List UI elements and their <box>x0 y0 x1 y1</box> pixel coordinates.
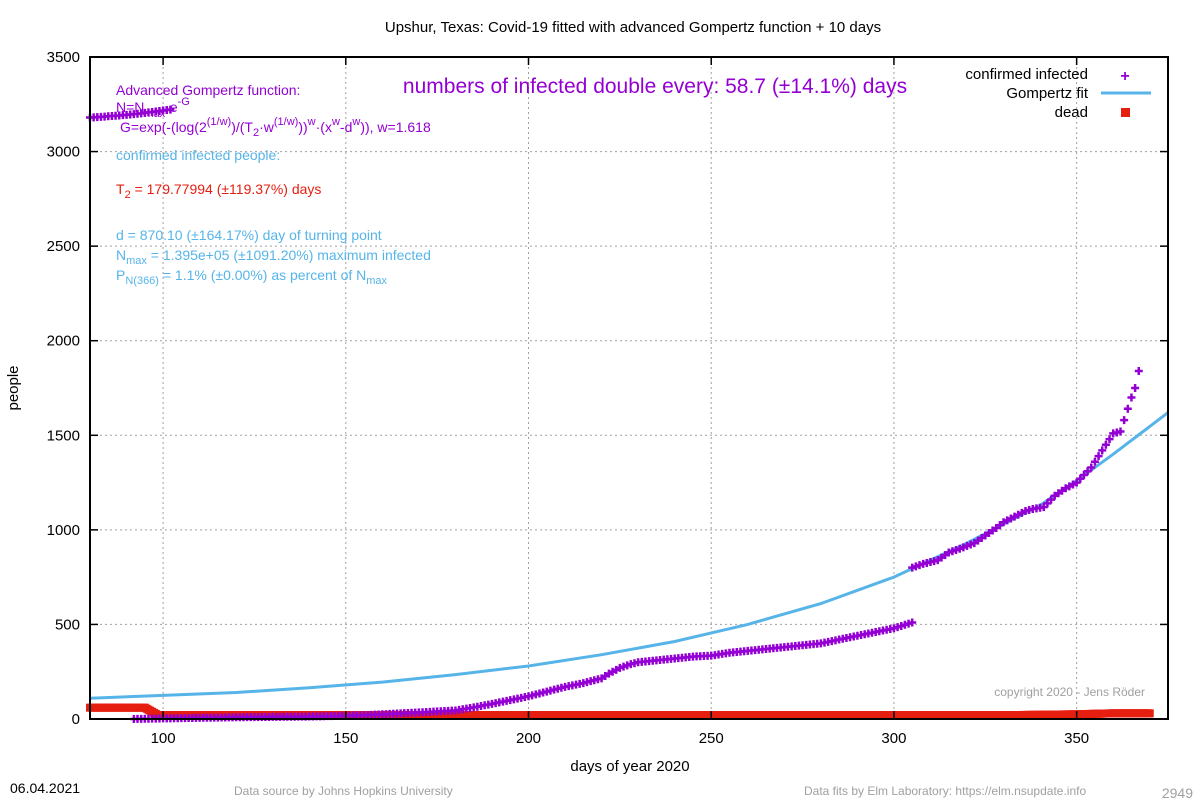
g-eq-sup4: w <box>331 116 340 128</box>
t2-a: T <box>116 181 125 197</box>
g-eq-sup5: w <box>351 116 360 128</box>
footer-date: 06.04.2021 <box>10 780 80 796</box>
n-eq-a: N=N <box>116 99 144 115</box>
g-equation: G=exp(-(log(2(1/w))/(T2·w(1/w)))w·(xw-dw… <box>120 116 431 139</box>
series-layer <box>86 105 1169 723</box>
x-axis-label: days of year 2020 <box>570 758 689 775</box>
headline: numbers of infected double every: 58.7 (… <box>403 75 907 98</box>
confirmed-point <box>1101 440 1110 449</box>
g-eq-d: )) <box>298 119 307 135</box>
annotations: Advanced Gompertz function: N=Nmax·e-G G… <box>116 75 1145 699</box>
p-sub: N(366) <box>125 275 159 287</box>
y-tick-label: 2000 <box>47 333 80 350</box>
p-b: = 1.1% (±0.00%) as percent of N <box>159 267 366 283</box>
confirmed-point <box>1116 427 1125 436</box>
confirmed-point <box>1090 457 1099 466</box>
g-eq-g: )), w=1.618 <box>360 119 431 135</box>
legend-marker-confirmed: + <box>1120 68 1129 85</box>
y-tick-label: 2500 <box>47 238 80 255</box>
confirmed-point <box>1105 435 1114 444</box>
y-tick-label: 500 <box>55 616 80 633</box>
grid-lines <box>90 57 1168 719</box>
nmax-line: Nmax = 1.395e+05 (±1091.20%) maximum inf… <box>116 247 431 267</box>
confirmed-point <box>1098 446 1107 455</box>
n-equation: N=Nmax·e-G <box>116 96 190 120</box>
nmax-a: N <box>116 247 126 263</box>
axis-ticks: 100 150 200 250 300 3500500100015002000250030… <box>47 49 1168 747</box>
legend: confirmed infected + Gompertz fit dead <box>965 66 1151 121</box>
g-eq-sup3: w <box>307 116 316 128</box>
y-tick-label: 1500 <box>47 427 80 444</box>
g-eq-b: )/(T <box>231 119 253 135</box>
confirmed-point <box>1120 416 1129 425</box>
t2-line: T2 = 179.77994 (±119.37%) days <box>116 181 321 201</box>
d-line: d = 870.10 (±164.17%) day of turning poi… <box>116 227 382 243</box>
function-label: Advanced Gompertz function: <box>116 82 300 98</box>
confirmed-point <box>1131 384 1140 392</box>
confirmed-point <box>1123 404 1132 413</box>
x-tick-label: 350 <box>1064 730 1089 747</box>
g-eq-a: G=exp(-(log(2 <box>120 119 207 135</box>
legend-marker-dead <box>1121 108 1130 117</box>
y-tick-label: 3500 <box>47 49 80 66</box>
copyright: copyright 2020 - Jens Röder <box>994 685 1145 699</box>
confirmed-point <box>1094 452 1103 461</box>
p-sub2: max <box>366 275 387 287</box>
x-tick-label: 300 <box>881 730 906 747</box>
confirmed-point <box>908 618 917 627</box>
x-tick-label: 200 <box>516 730 541 747</box>
y-tick-label: 1000 <box>47 522 80 539</box>
g-eq-f: -d <box>340 119 352 135</box>
g-eq-sub1: 2 <box>253 127 259 139</box>
p-line: PN(366) = 1.1% (±0.00%) as percent of Nm… <box>116 267 388 287</box>
confirmed-point <box>1087 463 1096 472</box>
legend-label-gompertz: Gompertz fit <box>1006 85 1089 102</box>
confirmed-label: confirmed infected people: <box>116 147 280 163</box>
n-eq-sup: -G <box>178 96 190 108</box>
legend-label-confirmed: confirmed infected <box>965 66 1088 83</box>
x-tick-label: 150 <box>333 730 358 747</box>
x-tick-label: 100 <box>151 730 176 747</box>
t2-sub: 2 <box>125 189 131 201</box>
dead-point <box>1145 709 1154 718</box>
y-tick-label: 3000 <box>47 144 80 161</box>
g-eq-c: ·w <box>259 119 275 135</box>
x-tick-label: 250 <box>699 730 724 747</box>
confirmed-point <box>1127 393 1136 402</box>
plot-frame <box>89 56 1169 720</box>
p-a: P <box>116 267 125 283</box>
confirmed-point <box>166 105 175 114</box>
nmax-b: = 1.395e+05 (±1091.20%) maximum infected <box>147 247 431 263</box>
t2-b: = 179.77994 (±119.37%) days <box>131 181 322 197</box>
gompertz-fit-line <box>89 411 1169 700</box>
g-eq-e: ·(x <box>316 119 332 135</box>
n-eq-b: ·e <box>165 99 178 115</box>
chart-title: Upshur, Texas: Covid-19 fitted with adva… <box>385 19 881 36</box>
n-eq-sub: max <box>144 108 165 120</box>
g-eq-sup1: (1/w) <box>207 116 231 128</box>
footer-fits: Data fits by Elm Laboratory: https://elm… <box>804 784 1086 798</box>
y-tick-label: 0 <box>72 711 80 728</box>
y-axis-label: people <box>5 365 22 410</box>
nmax-sub: max <box>126 255 147 267</box>
footer-source: Data source by Johns Hopkins University <box>234 784 453 798</box>
footer-number: 2949 <box>1162 785 1193 800</box>
confirmed-point <box>1134 366 1143 375</box>
legend-label-dead: dead <box>1055 104 1088 121</box>
g-eq-sup2: (1/w) <box>274 116 298 128</box>
